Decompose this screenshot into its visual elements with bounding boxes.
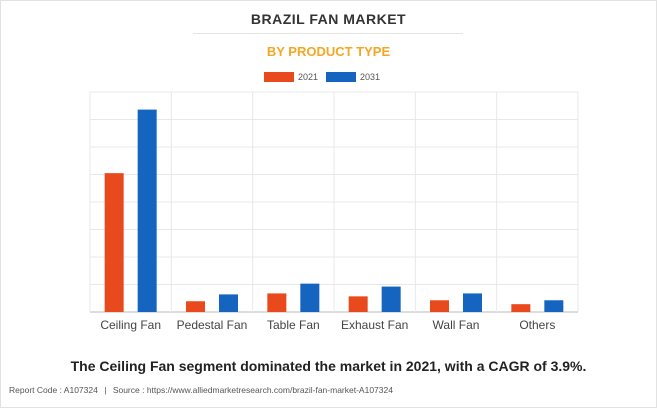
footer-separator: | xyxy=(104,385,107,395)
chart-grid xyxy=(89,91,579,313)
source-link[interactable]: Source : https://www.alliedmarketresearc… xyxy=(112,385,393,395)
chart-legend: 2021 2031 xyxy=(264,72,388,82)
legend-label-2021: 2021 xyxy=(298,72,319,82)
bar-table-fan-2031[interactable] xyxy=(300,283,320,312)
report-code: Report Code : A107324 xyxy=(9,385,98,395)
bar-others-2021[interactable] xyxy=(511,304,531,312)
bar-ceiling-fan-2021[interactable] xyxy=(104,173,124,312)
legend-swatch-2021 xyxy=(264,72,294,82)
bar-table-fan-2021[interactable] xyxy=(267,293,287,312)
bar-others-2031[interactable] xyxy=(544,300,564,312)
x-tick-label: Ceiling Fan xyxy=(100,318,161,332)
bar-pedestal-fan-2021[interactable] xyxy=(186,301,205,312)
legend-item-2031[interactable]: 2031 xyxy=(326,72,380,82)
x-tick-label: Wall Fan xyxy=(433,318,480,332)
legend-item-2021[interactable]: 2021 xyxy=(264,72,318,82)
bar-pedestal-fan-2031[interactable] xyxy=(219,294,238,312)
chart-bars xyxy=(104,109,564,312)
bar-exhaust-fan-2021[interactable] xyxy=(348,296,368,312)
x-tick-label: Exhaust Fan xyxy=(341,318,408,332)
title-divider xyxy=(193,33,463,34)
bar-wall-fan-2031[interactable] xyxy=(463,293,482,312)
x-tick-label: Pedestal Fan xyxy=(177,318,248,332)
bar-exhaust-fan-2031[interactable] xyxy=(381,286,401,312)
chart-subtitle: BY PRODUCT TYPE xyxy=(266,44,391,59)
footer: Report Code : A107324 | Source : https:/… xyxy=(9,385,393,395)
legend-swatch-2031 xyxy=(326,72,357,82)
legend-label-2031: 2031 xyxy=(360,72,381,82)
bar-wall-fan-2021[interactable] xyxy=(430,300,449,312)
bar-ceiling-fan-2031[interactable] xyxy=(137,109,157,312)
x-tick-label: Table Fan xyxy=(267,318,320,332)
chart-title: BRAZIL FAN MARKET xyxy=(250,11,407,27)
x-axis-labels: Ceiling Fan Pedestal Fan Table Fan Exhaust … xyxy=(100,318,555,332)
chart-caption: The Ceiling Fan segment dominated the ma… xyxy=(70,358,587,374)
x-tick-label: Others xyxy=(519,318,555,332)
